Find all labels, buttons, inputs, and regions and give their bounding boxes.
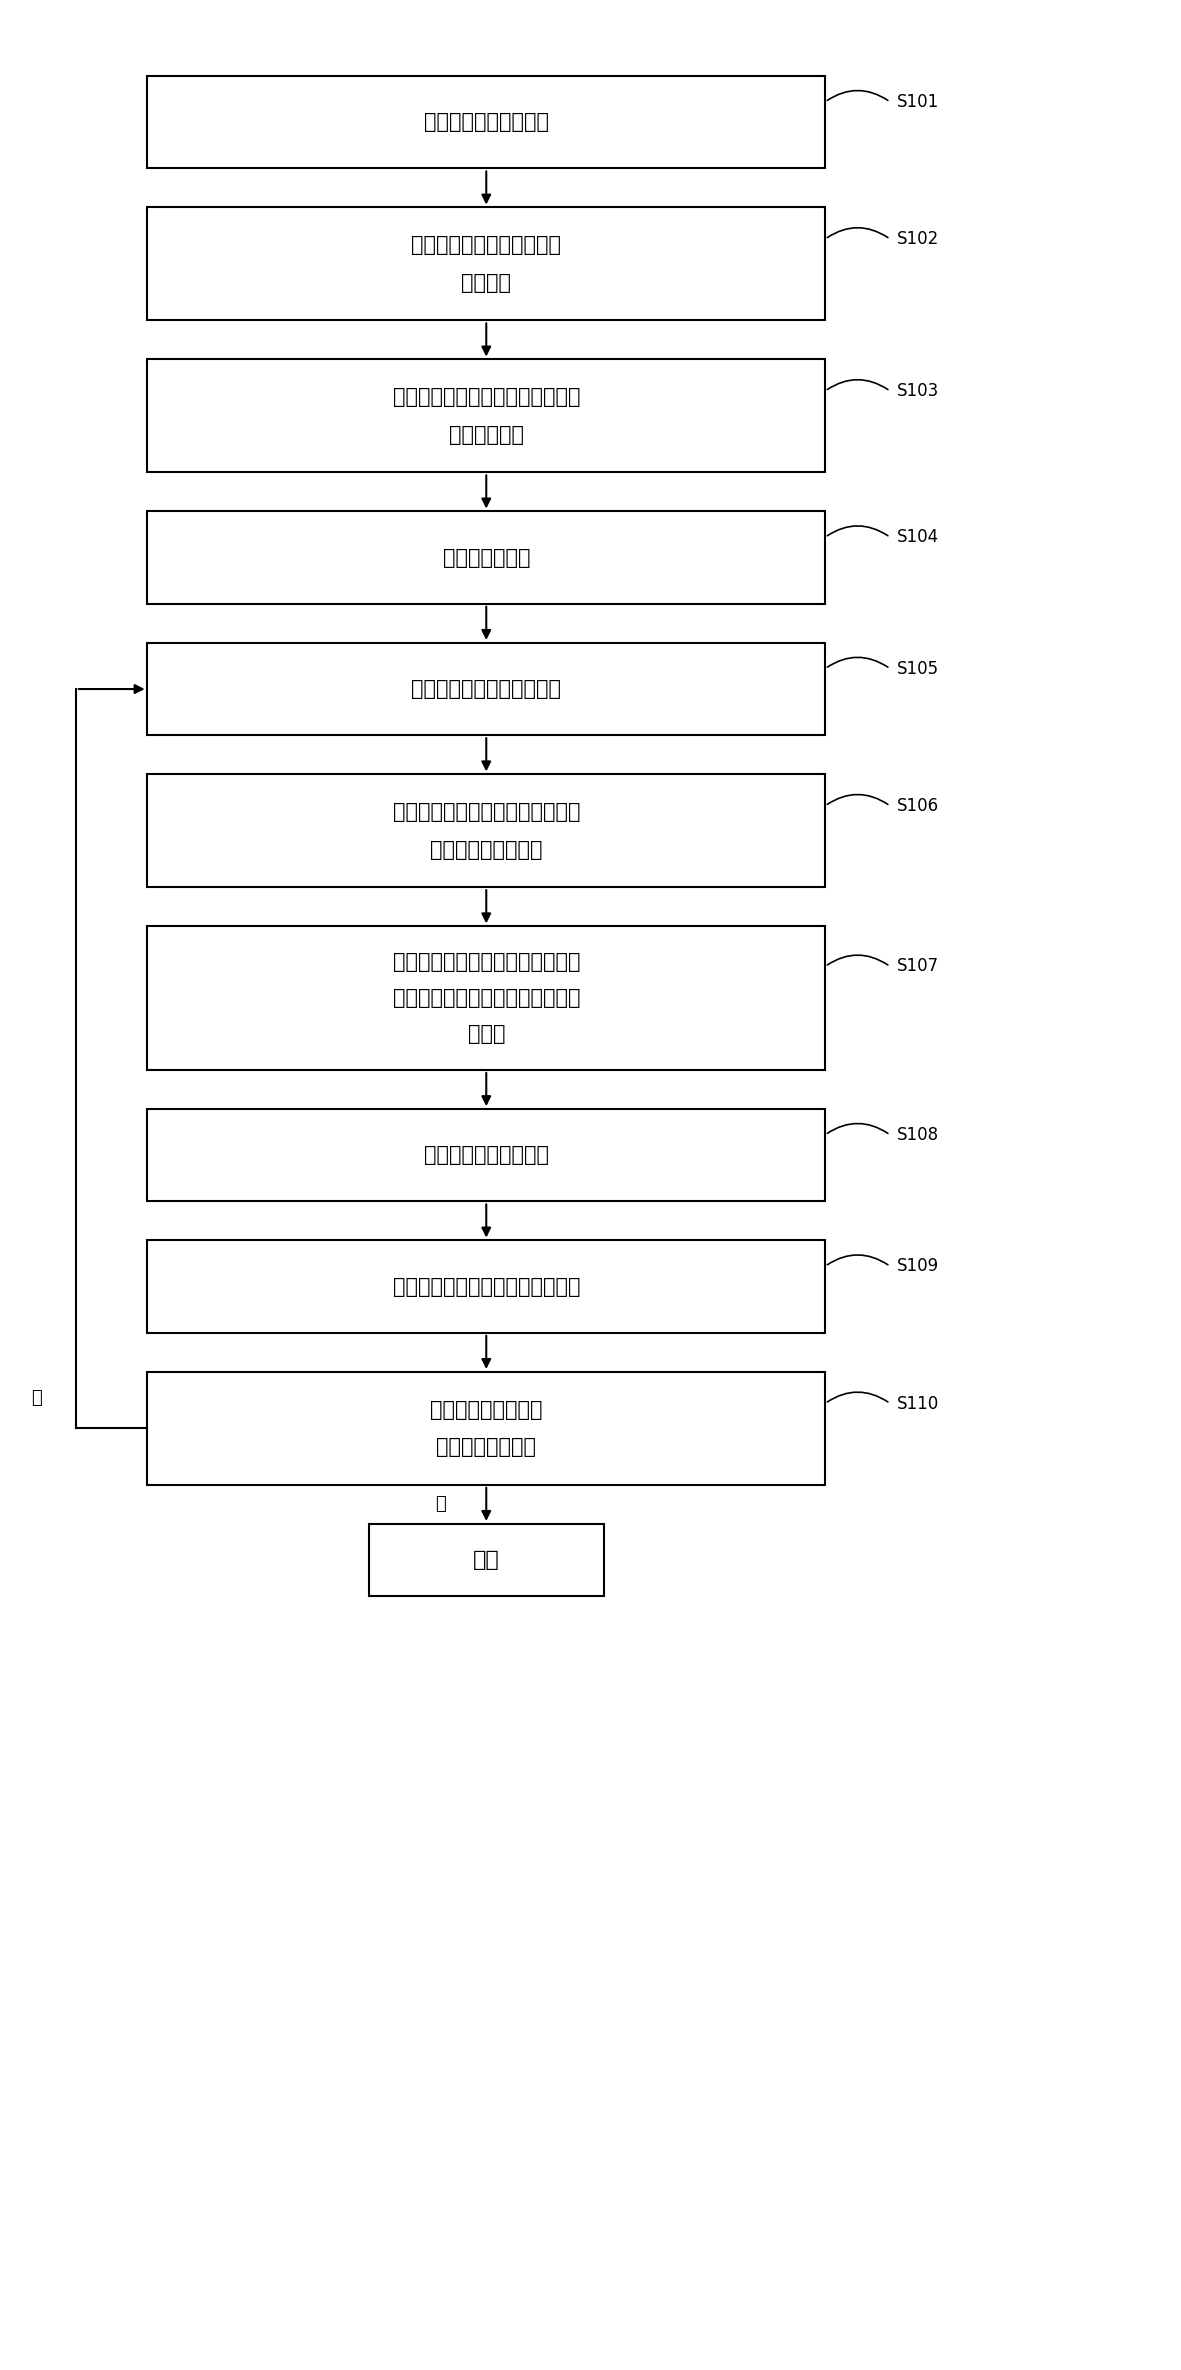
Text: 标定秤体皮重值: 标定秤体皮重值	[443, 547, 530, 569]
Bar	[148, 642, 826, 735]
Text: S106: S106	[896, 796, 939, 815]
Bar	[148, 76, 826, 168]
Text: 且无跑偏: 且无跑偏	[462, 273, 511, 294]
Text: 计算校准后电子皮带秤的称量误差: 计算校准后电子皮带秤的称量误差	[392, 1277, 580, 1296]
Text: 将电子皮带秤的秤体调水平: 将电子皮带秤的秤体调水平	[411, 235, 561, 256]
Text: 多次测量获得多个秤体误差值，并: 多次测量获得多个秤体误差值，并	[392, 801, 580, 822]
Text: 根据秤体平均误差值和原始称量修: 根据秤体平均误差值和原始称量修	[392, 953, 580, 972]
Text: 重新获取物料的称量值: 重新获取物料的称量值	[424, 1145, 549, 1166]
Text: S110: S110	[896, 1394, 939, 1413]
Text: S101: S101	[896, 92, 939, 111]
Bar	[148, 927, 826, 1069]
Text: S108: S108	[896, 1126, 939, 1145]
Bar	[148, 360, 826, 472]
Bar	[148, 1372, 826, 1486]
Bar	[148, 209, 826, 320]
Text: 带载情况下计算秤体误差值: 带载情况下计算秤体误差值	[411, 680, 561, 699]
Text: 计算秤体平均误差值: 计算秤体平均误差值	[430, 839, 542, 860]
Bar	[148, 512, 826, 604]
Text: S105: S105	[896, 659, 939, 678]
Bar	[148, 1109, 826, 1202]
Text: S107: S107	[896, 957, 939, 976]
Text: 正系数，确定新的称量修正系数，: 正系数，确定新的称量修正系数，	[392, 988, 580, 1007]
Bar	[148, 775, 826, 886]
Text: 调节压力传感器的电压信号以使其: 调节压力传感器的电压信号以使其	[392, 386, 580, 408]
Text: 是: 是	[436, 1495, 446, 1514]
Text: 称量误差是否在称量: 称量误差是否在称量	[430, 1401, 542, 1420]
Text: S103: S103	[896, 382, 939, 401]
Bar	[148, 1240, 826, 1332]
Text: 将电子皮带秤清理干净: 将电子皮带秤清理干净	[424, 111, 549, 133]
Text: 结束: 结束	[472, 1550, 500, 1569]
Text: S102: S102	[896, 230, 939, 249]
Text: 误差控制范围内？: 误差控制范围内？	[436, 1436, 536, 1458]
Text: 并校准: 并校准	[468, 1024, 505, 1045]
Text: S104: S104	[896, 529, 939, 547]
Text: 否: 否	[32, 1389, 43, 1405]
Text: 满足预定要求: 满足预定要求	[449, 424, 523, 446]
Text: S109: S109	[896, 1258, 939, 1275]
Bar	[368, 1524, 603, 1595]
